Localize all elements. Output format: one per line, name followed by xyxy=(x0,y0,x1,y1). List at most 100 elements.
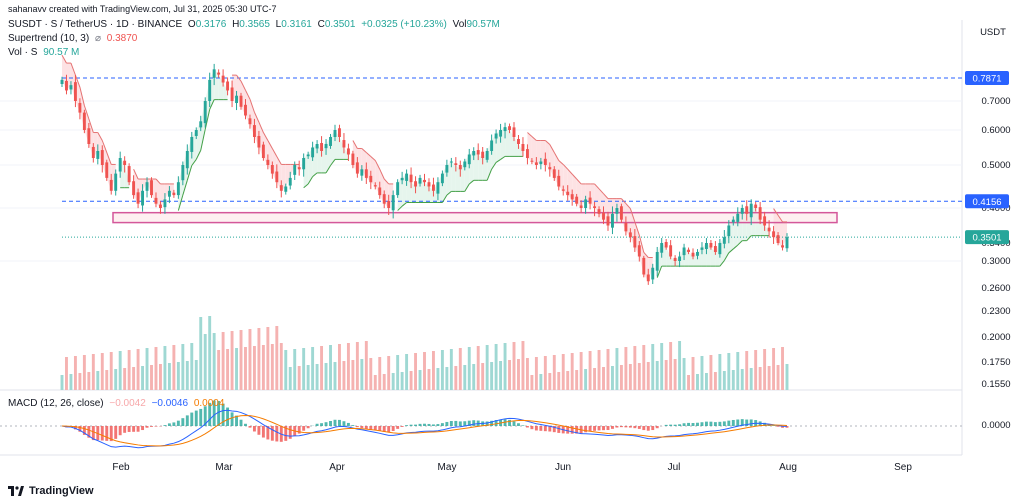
candle-body xyxy=(118,158,122,172)
supertrend-segment xyxy=(253,112,260,123)
price-tag-label: 0.4156 xyxy=(972,197,1001,208)
symbol-name[interactable]: SUSDT · S / TetherUS · 1D · BINANCE xyxy=(8,19,183,30)
supertrend-segment xyxy=(558,160,564,165)
candle-body xyxy=(767,227,771,232)
supertrend-segment xyxy=(379,169,385,180)
volume-bar xyxy=(781,347,784,390)
candle-body xyxy=(60,79,64,84)
macd-histogram-bar xyxy=(297,426,301,434)
volume-bar xyxy=(118,351,122,390)
volume-bar xyxy=(279,343,283,390)
macd-histogram-bar xyxy=(230,412,234,426)
volume-bar xyxy=(682,358,686,390)
supertrend-fill-segment xyxy=(334,130,340,160)
macd-row[interactable]: MACD (12, 26, close) −0.0042 −0.0046 0.0… xyxy=(8,398,227,409)
open-value: 0.3176 xyxy=(195,19,227,30)
candle-body xyxy=(539,161,543,165)
close-label: C xyxy=(317,19,325,30)
supertrend-fill-segment xyxy=(764,225,770,236)
candle-body xyxy=(517,139,520,144)
macd-histogram-bar xyxy=(664,424,668,426)
volume-bar xyxy=(431,351,435,390)
volume-bar xyxy=(767,366,771,390)
candle-body xyxy=(619,206,623,220)
time-tick-label: Jul xyxy=(668,462,681,473)
volume-bar xyxy=(472,364,476,390)
candle-body xyxy=(722,237,726,244)
macd-histogram-bar xyxy=(687,422,690,426)
volume-bar xyxy=(176,362,180,390)
volume-bar xyxy=(763,349,767,390)
volume-bar xyxy=(400,372,404,390)
macd-histogram-bar xyxy=(597,426,601,431)
candle-body xyxy=(673,257,677,261)
supertrend-segment xyxy=(527,132,533,137)
price-tag[interactable] xyxy=(965,194,1009,209)
candle-body xyxy=(252,125,256,137)
candle-body xyxy=(423,179,426,183)
volume-bar xyxy=(691,357,695,390)
candle-body xyxy=(740,208,744,214)
volume-bar xyxy=(485,345,489,390)
volume-bar xyxy=(731,370,735,390)
volume-bar xyxy=(172,345,176,390)
macd-histogram-bar xyxy=(534,426,538,431)
candles xyxy=(60,63,789,285)
candle-body xyxy=(109,179,113,191)
volume-bar xyxy=(199,317,203,390)
macd-histogram-bar xyxy=(539,426,543,431)
candle-body xyxy=(472,151,476,156)
macd-histogram-bar xyxy=(400,426,404,427)
volume-bar xyxy=(257,328,261,390)
candle-body xyxy=(163,199,167,208)
macd-histogram-bar xyxy=(78,426,82,432)
symbol-row: SUSDT · S / TetherUS · 1D · BINANCE O0.3… xyxy=(8,19,503,30)
macd-histogram-bar xyxy=(136,426,140,432)
macd-histogram-bar xyxy=(141,426,145,431)
price-tick-label: 0.5000 xyxy=(981,160,1010,171)
macd-histogram-bar xyxy=(266,426,270,440)
candle-body xyxy=(248,118,252,125)
supertrend-segment xyxy=(303,183,309,189)
macd-histogram-bar xyxy=(181,418,185,426)
supertrend-row[interactable]: Supertrend (10, 3) ⌀ 0.3870 xyxy=(8,33,140,44)
supertrend-segment xyxy=(186,165,193,181)
volume-row[interactable]: Vol · S 90.57 M xyxy=(8,47,82,58)
volume-bar xyxy=(740,369,744,390)
volume-bar xyxy=(579,352,583,390)
candle-body xyxy=(284,186,288,192)
candle-body xyxy=(105,162,109,178)
supertrend-fill-segment xyxy=(473,151,479,181)
candle-body xyxy=(324,144,328,149)
candle-body xyxy=(449,161,453,163)
macd-histogram-bar xyxy=(588,426,592,432)
macd-histogram-bar xyxy=(673,424,677,426)
volume-bar xyxy=(517,359,520,390)
price-tag[interactable] xyxy=(965,71,1009,85)
price-tag[interactable] xyxy=(965,230,1009,245)
candle-body xyxy=(378,187,382,196)
candle-body xyxy=(525,149,529,158)
supertrend-segment xyxy=(594,183,600,190)
volume-bar xyxy=(369,358,373,390)
volume-bar xyxy=(105,370,109,390)
supertrend-fill-segment xyxy=(505,127,510,157)
candle-body xyxy=(297,167,301,170)
candle-body xyxy=(588,197,592,204)
macd-histogram-bar xyxy=(194,410,198,426)
resistance-zone xyxy=(112,211,838,224)
volume-bar xyxy=(722,371,726,390)
candle-body xyxy=(418,177,422,184)
macd-histogram-bar xyxy=(445,421,449,426)
volume-bar xyxy=(633,346,637,390)
macd-histogram-bar xyxy=(91,426,95,441)
supertrend-line xyxy=(61,54,787,278)
macd-histogram-bar xyxy=(127,426,131,432)
volume-bar xyxy=(382,374,386,390)
macd-histogram-bar xyxy=(736,419,740,426)
volume-bar xyxy=(543,356,547,390)
macd-histogram-bar xyxy=(508,419,511,426)
candle-body xyxy=(651,267,655,280)
tradingview-footer[interactable]: TradingView xyxy=(8,485,94,497)
